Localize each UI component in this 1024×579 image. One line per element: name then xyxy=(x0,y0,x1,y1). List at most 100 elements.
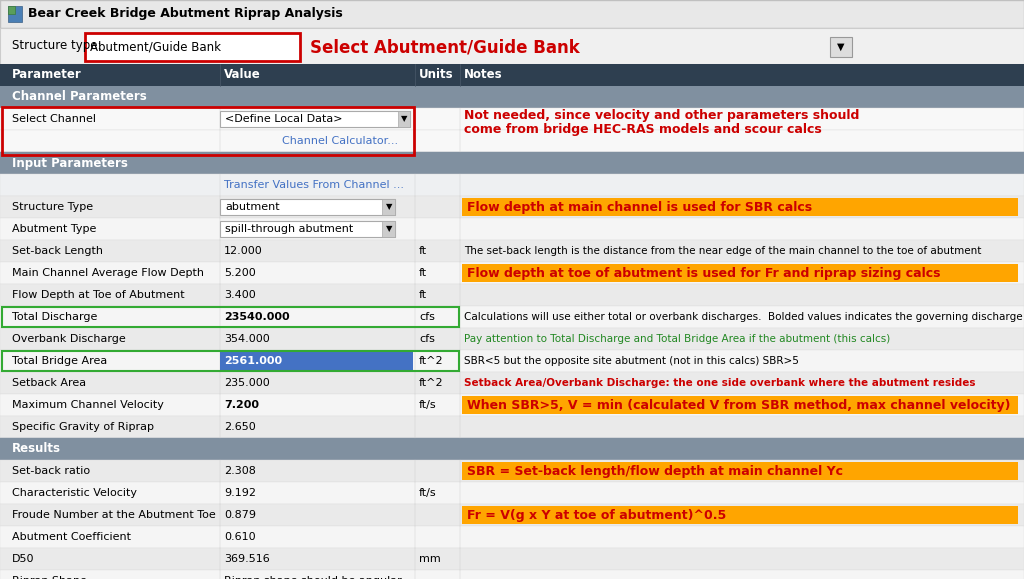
Bar xyxy=(382,199,395,215)
Text: 2.308: 2.308 xyxy=(224,466,256,476)
Text: Total Discharge: Total Discharge xyxy=(12,312,97,322)
Text: Setback Area/Overbank Discharge: the one side overbank where the abutment reside: Setback Area/Overbank Discharge: the one… xyxy=(464,378,976,388)
Text: Channel Parameters: Channel Parameters xyxy=(12,90,146,104)
Bar xyxy=(830,37,852,57)
Bar xyxy=(85,33,300,61)
Text: Fr = V(g x Y at toe of abutment)^0.5: Fr = V(g x Y at toe of abutment)^0.5 xyxy=(467,508,726,522)
Text: Overbank Discharge: Overbank Discharge xyxy=(12,334,126,344)
Bar xyxy=(220,221,395,237)
Text: When SBR>5, V = min (calculated V from SBR method, max channel velocity): When SBR>5, V = min (calculated V from S… xyxy=(467,398,1011,412)
Bar xyxy=(2,307,459,327)
Bar xyxy=(0,64,1024,86)
Text: 2.650: 2.650 xyxy=(224,422,256,432)
Text: come from bridge HEC-RAS models and scour calcs: come from bridge HEC-RAS models and scou… xyxy=(464,123,821,135)
Text: 5.200: 5.200 xyxy=(224,268,256,278)
Bar xyxy=(0,570,1024,579)
Text: ▼: ▼ xyxy=(386,225,392,233)
Text: ▼: ▼ xyxy=(386,203,392,211)
Text: ▼: ▼ xyxy=(838,42,845,52)
Text: 7.200: 7.200 xyxy=(224,400,259,410)
Bar xyxy=(2,351,459,371)
Bar xyxy=(0,86,1024,108)
Text: 2561.000: 2561.000 xyxy=(224,356,283,366)
Bar xyxy=(0,0,1024,28)
Bar xyxy=(0,394,1024,416)
Text: Specific Gravity of Riprap: Specific Gravity of Riprap xyxy=(12,422,154,432)
Text: 3.400: 3.400 xyxy=(224,290,256,300)
Text: ft^2: ft^2 xyxy=(419,378,443,388)
Text: Structure type:: Structure type: xyxy=(12,39,101,53)
Text: SBR = Set-back length/flow depth at main channel Yc: SBR = Set-back length/flow depth at main… xyxy=(467,464,843,478)
Text: Setback Area: Setback Area xyxy=(12,378,86,388)
Bar xyxy=(0,152,1024,174)
Text: cfs: cfs xyxy=(419,312,435,322)
Bar xyxy=(220,199,395,215)
Bar xyxy=(0,526,1024,548)
Text: ft/s: ft/s xyxy=(419,488,436,498)
Bar xyxy=(0,504,1024,526)
Text: ft/s: ft/s xyxy=(419,400,436,410)
Bar xyxy=(0,196,1024,218)
Bar xyxy=(0,28,1024,64)
Text: Set-back ratio: Set-back ratio xyxy=(12,466,90,476)
Text: Pay attention to Total Discharge and Total Bridge Area if the abutment (this cal: Pay attention to Total Discharge and Tot… xyxy=(464,334,890,344)
Text: Flow depth at toe of abutment is used for Fr and riprap sizing calcs: Flow depth at toe of abutment is used fo… xyxy=(467,266,940,280)
Text: Value: Value xyxy=(224,68,261,82)
Text: 9.192: 9.192 xyxy=(224,488,256,498)
Text: Total Bridge Area: Total Bridge Area xyxy=(12,356,108,366)
Text: 354.000: 354.000 xyxy=(224,334,269,344)
Text: Select Abutment/Guide Bank: Select Abutment/Guide Bank xyxy=(310,38,580,56)
Bar xyxy=(0,130,1024,152)
Bar xyxy=(398,111,410,127)
Text: Set-back Length: Set-back Length xyxy=(12,246,103,256)
Bar xyxy=(0,240,1024,262)
Text: 12.000: 12.000 xyxy=(224,246,263,256)
Text: Notes: Notes xyxy=(464,68,503,82)
Bar xyxy=(0,350,1024,372)
Bar xyxy=(0,284,1024,306)
Text: ▼: ▼ xyxy=(400,115,408,123)
Text: ft: ft xyxy=(419,246,427,256)
Text: SBR<5 but the opposite site abutment (not in this calcs) SBR>5: SBR<5 but the opposite site abutment (no… xyxy=(464,356,799,366)
Text: Transfer Values From Channel ...: Transfer Values From Channel ... xyxy=(224,180,404,190)
Text: The set-back length is the distance from the near edge of the main channel to th: The set-back length is the distance from… xyxy=(464,246,981,256)
Text: 235.000: 235.000 xyxy=(224,378,269,388)
Bar xyxy=(220,351,413,371)
Text: Characteristic Velocity: Characteristic Velocity xyxy=(12,488,137,498)
Text: 369.516: 369.516 xyxy=(224,554,269,564)
Text: Flow depth at main channel is used for SBR calcs: Flow depth at main channel is used for S… xyxy=(467,200,812,214)
Bar xyxy=(0,174,1024,196)
Text: Abutment Coefficient: Abutment Coefficient xyxy=(12,532,131,542)
Text: Units: Units xyxy=(419,68,454,82)
Bar xyxy=(462,462,1018,480)
Text: abutment: abutment xyxy=(225,202,280,212)
Bar xyxy=(0,328,1024,350)
Text: D50: D50 xyxy=(12,554,35,564)
Bar xyxy=(0,416,1024,438)
Text: Not needed, since velocity and other parameters should: Not needed, since velocity and other par… xyxy=(464,108,859,122)
Text: Abutment Type: Abutment Type xyxy=(12,224,96,234)
Text: Structure Type: Structure Type xyxy=(12,202,93,212)
Text: Riprap Shape: Riprap Shape xyxy=(12,576,87,579)
Bar xyxy=(8,6,22,22)
Bar xyxy=(462,264,1018,282)
Text: Main Channel Average Flow Depth: Main Channel Average Flow Depth xyxy=(12,268,204,278)
Text: Bear Creek Bridge Abutment Riprap Analysis: Bear Creek Bridge Abutment Riprap Analys… xyxy=(28,8,343,20)
Bar xyxy=(0,262,1024,284)
Text: cfs: cfs xyxy=(419,334,435,344)
Text: 0.610: 0.610 xyxy=(224,532,256,542)
Text: ft: ft xyxy=(419,268,427,278)
Text: mm: mm xyxy=(419,554,440,564)
Text: ft: ft xyxy=(419,290,427,300)
Bar xyxy=(462,396,1018,414)
Bar xyxy=(0,548,1024,570)
Text: 23540.000: 23540.000 xyxy=(224,312,290,322)
Bar xyxy=(0,438,1024,460)
Bar xyxy=(0,460,1024,482)
Bar xyxy=(0,108,1024,130)
Bar xyxy=(0,482,1024,504)
Bar xyxy=(462,506,1018,524)
Bar xyxy=(0,306,1024,328)
Bar xyxy=(0,218,1024,240)
Text: Channel Calculator...: Channel Calculator... xyxy=(282,136,398,146)
